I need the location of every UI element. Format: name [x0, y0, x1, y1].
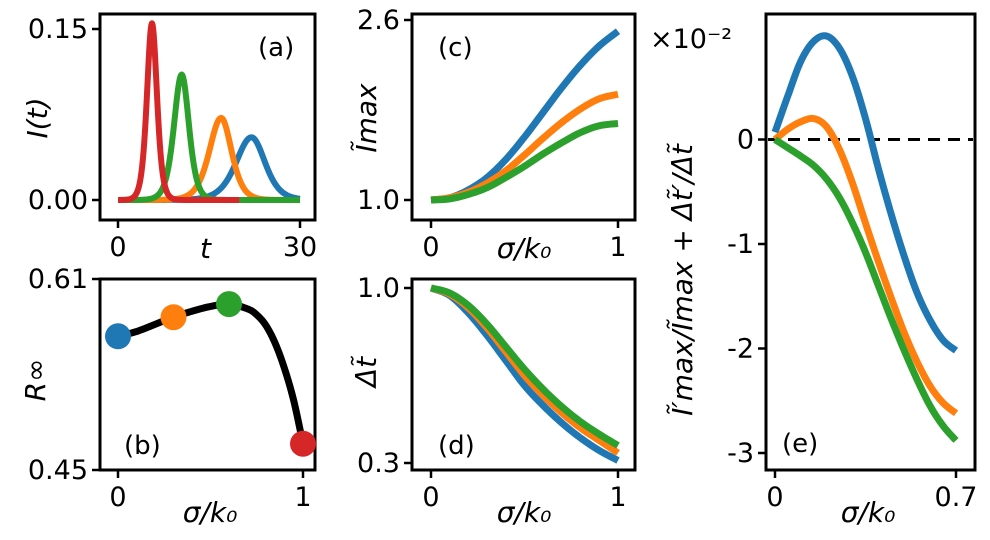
panel-e-xlabel: σ/k₀ [841, 496, 896, 529]
panel-c-plot-area [428, 28, 621, 204]
panel-b-ticks: 0 1 0.45 0.61 [28, 264, 312, 513]
panel-b-marker [216, 291, 242, 318]
panel-b-frame [98, 277, 317, 472]
panel-b-ytick-label: 0.45 [28, 455, 88, 486]
panel-e-frame [764, 12, 977, 472]
panel-d-ytick-label: 1.0 [357, 273, 400, 304]
panel-c-ytick-label: 2.6 [357, 5, 400, 36]
panel-d-frame [410, 277, 637, 472]
panel-a-xtick-label: 0 [109, 232, 126, 263]
panel-e-ytick-label: 0 [737, 125, 754, 156]
panel-e-ytick-label: -2 [727, 334, 754, 365]
panel-a-frame [98, 12, 317, 222]
panel-c-xtick-label: 0 [422, 232, 439, 263]
panel-c-xtick-label: 1 [609, 232, 626, 263]
panel-c-series-green [428, 120, 621, 204]
panel-c-ticks: 0 1 1.0 2.6 [357, 5, 627, 263]
panel-a-xlabel: t [200, 232, 212, 265]
panel-d-xtick-label: 0 [422, 482, 439, 513]
panel-b-xlabel: σ/k₀ [183, 496, 238, 529]
panel-b-xtick-label: 0 [109, 482, 126, 513]
panel-c: 0 1 1.0 2.6 (c) σ/k₀ Ĩmax [350, 5, 637, 265]
panel-d-ylabel: Δt̃ [350, 355, 383, 389]
panel-b-marker [290, 430, 316, 457]
panel-e: 0 0.7 0 -1 -2 -3 (e) ×10⁻² σ/k₀ Ĩ′max/Ĩmax + … [650, 12, 977, 529]
panel-e-multiplier: ×10⁻² [650, 24, 732, 55]
panel-c-series-orange [428, 90, 621, 204]
panel-e-tag: (e) [782, 429, 818, 459]
panel-c-ytick-label: 1.0 [357, 185, 400, 216]
panel-e-ticks: 0 0.7 0 -1 -2 -3 [727, 125, 977, 514]
panel-e-xtick-label: 0.7 [935, 482, 978, 513]
panel-a-ticks: 0 30 0.00 0.15 [28, 14, 317, 263]
panel-c-tag: (c) [438, 33, 473, 63]
panel-c-frame [410, 12, 637, 222]
panel-c-xlabel: σ/k₀ [497, 232, 552, 265]
panel-d-tag: (d) [438, 431, 475, 461]
panel-b-marker [160, 304, 187, 331]
panel-a-plot-area [115, 20, 303, 203]
panel-a-tag: (a) [258, 33, 294, 63]
panel-d: 0 1 1.0 0.3 (d) σ/k₀ Δt̃ [350, 273, 637, 529]
panel-d-ticks: 0 1 1.0 0.3 [357, 273, 627, 513]
panel-a-ytick-label: 0.15 [28, 14, 88, 45]
panel-a-xlabel-text: t [200, 232, 212, 265]
panel-b-plot-area [105, 291, 316, 457]
panel-e-xtick-label: 0 [766, 482, 783, 513]
panel-e-ytick-label: -3 [727, 438, 754, 469]
panel-b-ylabel: R∞ [19, 359, 52, 402]
panel-b: 0 1 0.45 0.61 (b) σ/k₀ R∞ [19, 264, 317, 529]
panel-d-ytick-label: 0.3 [357, 448, 400, 479]
panel-a-ylabel: I(t) [21, 97, 54, 138]
panel-e-series-blue [771, 32, 959, 354]
panel-c-ylabel: Ĩmax [350, 83, 383, 153]
panel-b-tag: (b) [124, 431, 161, 461]
panel-a: 0 30 0.00 0.15 (a) t I(t) [21, 12, 317, 265]
panel-a-ytick-label: 0.00 [28, 185, 88, 216]
panel-e-series-orange [772, 114, 959, 417]
panel-a-xtick-label: 30 [283, 232, 317, 263]
panel-b-marker [105, 323, 131, 350]
panel-e-plot-area [768, 32, 973, 444]
panel-d-plot-area [428, 284, 621, 464]
panel-b-ytick-label: 0.61 [28, 264, 88, 295]
panel-e-ylabel: Ĩ′max/Ĩmax + Δt̃′/Δt̃ [666, 142, 699, 415]
panel-b-xtick-label: 1 [294, 482, 311, 513]
panel-e-ytick-label: -1 [727, 229, 754, 260]
panel-a-series-red [115, 20, 242, 203]
panel-b-curve [115, 300, 307, 446]
panel-d-xtick-label: 1 [609, 482, 626, 513]
panel-e-series-green [772, 136, 959, 444]
panel-d-series-green [428, 284, 621, 449]
panel-d-xlabel: σ/k₀ [497, 496, 552, 529]
